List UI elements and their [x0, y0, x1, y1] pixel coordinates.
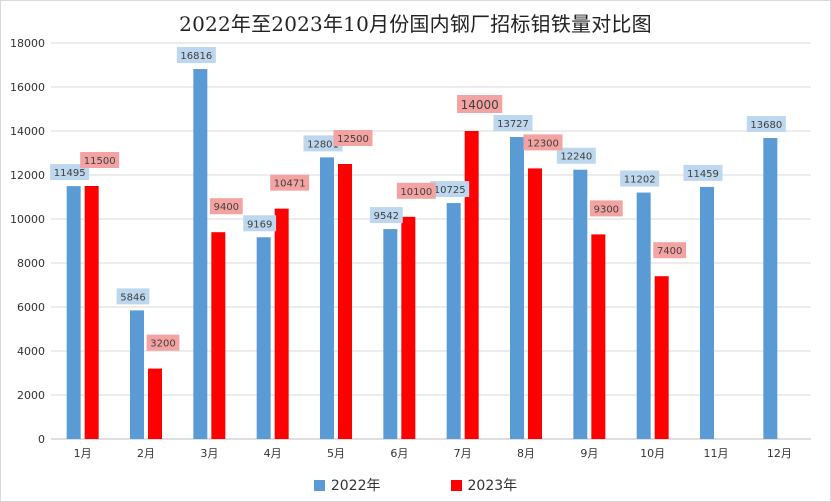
y-tick-label: 14000: [10, 125, 45, 138]
legend-swatch-2022: [313, 479, 325, 491]
data-label-bg: [270, 174, 310, 191]
data-label-bg: [50, 164, 90, 181]
legend-item-2023: 2023年: [450, 475, 518, 495]
data-label: 10471: [274, 179, 306, 190]
bar-2023: [211, 232, 226, 439]
data-label: 12240: [560, 152, 592, 163]
x-tick-label: 9月: [580, 447, 598, 460]
bar-2022: [193, 69, 208, 439]
data-label-bg: [146, 334, 180, 351]
bar-2023: [654, 276, 669, 439]
data-label: 10100: [400, 187, 432, 198]
data-label: 9542: [374, 211, 399, 222]
data-label: 13727: [497, 119, 529, 130]
data-label-bg: [523, 134, 563, 151]
y-tick-label: 8000: [17, 257, 45, 270]
data-label: 5846: [120, 292, 145, 303]
y-tick-label: 2000: [17, 389, 45, 402]
data-label-bg: [369, 207, 403, 224]
data-label: 13680: [750, 120, 782, 131]
data-label-bg: [457, 95, 503, 113]
data-label-bg: [683, 164, 723, 181]
data-label-bg: [653, 242, 687, 259]
data-label: 11500: [84, 156, 116, 167]
x-tick-label: 4月: [264, 447, 282, 460]
data-label: 12500: [337, 134, 369, 145]
data-label-bg: [746, 116, 786, 133]
data-label-bg: [589, 200, 623, 217]
y-tick-label: 4000: [17, 345, 45, 358]
data-label: 3200: [150, 339, 175, 350]
legend-label-2023: 2023年: [467, 478, 518, 494]
x-tick-label: 1月: [74, 447, 92, 460]
bar-2022: [383, 229, 398, 439]
bar-2022: [446, 203, 461, 439]
bar-chart-svg: 0 2000 4000 6000 8000 10000 12000 14000 16000 180…: [10, 37, 811, 460]
x-tick-label: 3月: [200, 447, 218, 460]
data-label-bg: [209, 198, 243, 215]
data-label: 9400: [214, 202, 239, 213]
data-label: 11202: [624, 175, 656, 186]
x-tick-label: 2月: [137, 447, 155, 460]
data-label-bg: [430, 181, 470, 198]
data-label: 14000: [461, 98, 499, 112]
bar-2022: [763, 138, 778, 440]
x-tick-label: 8月: [517, 447, 535, 460]
y-tick-label: 10000: [10, 213, 45, 226]
y-tick-label: 12000: [10, 169, 45, 182]
data-label-bg: [556, 147, 596, 164]
data-label-bg: [116, 288, 150, 305]
bar-2023: [148, 368, 162, 439]
data-label-bg: [396, 182, 436, 199]
data-label: 12801: [307, 139, 339, 150]
data-label-bg: [243, 215, 277, 232]
x-tick-label: 11月: [704, 447, 729, 460]
data-label: 9300: [594, 204, 619, 215]
bar-2022: [636, 192, 651, 439]
x-tick-label: 5月: [327, 447, 345, 460]
data-label: 7400: [657, 246, 682, 257]
legend-label-2022: 2022年: [330, 478, 381, 494]
bar-2023: [464, 131, 479, 439]
bar-2022: [66, 186, 81, 439]
x-tick-label: 6月: [390, 447, 408, 460]
data-label-bg: [493, 115, 533, 132]
legend-item-2022: 2022年: [313, 475, 381, 495]
x-tick-label: 10月: [640, 447, 665, 460]
data-label: 16816: [180, 51, 212, 62]
bar-2022: [573, 169, 588, 439]
y-tick-label: 0: [38, 433, 45, 446]
x-tick-label: 12月: [767, 447, 792, 460]
data-label-bg: [620, 170, 660, 187]
bar-2023: [401, 216, 416, 439]
data-label-bg: [80, 152, 120, 168]
data-label: 10725: [434, 185, 466, 196]
data-label: 11495: [54, 168, 86, 179]
bar-2023: [528, 168, 542, 439]
y-tick-label: 6000: [17, 301, 45, 314]
chart-legend: 2022年 2023年: [1, 475, 830, 495]
bar-2023: [338, 164, 352, 439]
data-label-bg: [333, 130, 373, 146]
bar-2022: [130, 310, 144, 439]
bar-2022: [700, 186, 714, 439]
bar-2023: [591, 234, 606, 439]
data-label-bg: [176, 47, 216, 64]
bar-2022: [320, 157, 334, 440]
x-tick-label: 7月: [454, 447, 472, 460]
chart-title: 2022年至2023年10月份国内钢厂招标钼铁量对比图: [179, 12, 652, 36]
data-label-bg: [303, 135, 343, 152]
bar-2022: [256, 237, 271, 439]
bar-2023: [274, 208, 289, 439]
y-tick-label: 18000: [10, 37, 45, 50]
bar-2022: [510, 137, 524, 440]
legend-swatch-2023: [450, 479, 462, 491]
data-label: 12300: [527, 138, 559, 149]
bar-2023: [84, 186, 99, 439]
data-label: 11459: [687, 169, 719, 180]
data-label: 9169: [247, 219, 272, 230]
y-tick-label: 16000: [10, 81, 45, 94]
